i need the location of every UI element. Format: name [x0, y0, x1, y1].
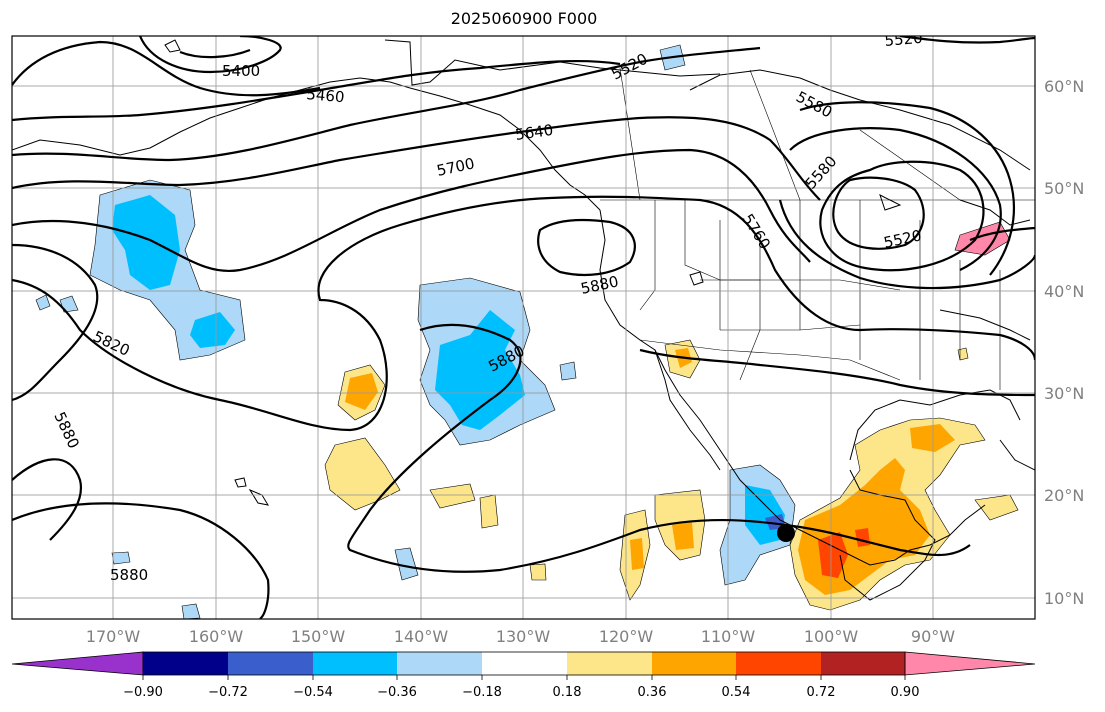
positive-anomaly-region — [529, 563, 547, 581]
colorbar-tick-label: −0.36 — [377, 685, 417, 700]
lon-tick-label: 120°W — [599, 627, 654, 646]
colorbar-ticks — [142, 675, 906, 680]
colorbar-cell — [652, 652, 736, 675]
colorbar-tick-label: −0.72 — [208, 685, 248, 700]
colorbar-cell — [482, 652, 567, 675]
lon-tick-label: 150°W — [291, 627, 346, 646]
graticule — [12, 36, 1035, 619]
contour-label: 5640 — [514, 121, 554, 144]
colorbar-tick-label: −0.54 — [293, 685, 333, 700]
lon-tick-label: 110°W — [701, 627, 756, 646]
colorbar-cell — [313, 652, 397, 675]
lon-tick-label: 160°W — [189, 627, 244, 646]
colorbar-tick-label: 0.54 — [722, 685, 751, 700]
lon-tick-label: 130°W — [496, 627, 551, 646]
contour-label: 5580 — [793, 88, 835, 122]
map-title: 2025060900 F000 — [450, 9, 598, 28]
colorbar-cell — [736, 652, 821, 675]
negative-anomaly-region — [112, 195, 180, 290]
colorbar-cell — [143, 652, 228, 675]
latitude-axis: 60°N 50°N 40°N 30°N 20°N 10°N — [1044, 77, 1084, 608]
contour-label-group: 5400 5460 5520 5580 5640 5700 5760 5820 … — [50, 29, 924, 584]
contour-label: 5520 — [884, 29, 924, 50]
contour-label: 5880 — [579, 272, 620, 298]
negative-anomaly-region — [435, 310, 525, 430]
lon-tick-label: 100°W — [804, 627, 859, 646]
colorbar-tick-label: −0.18 — [462, 685, 502, 700]
positive-anomaly-region — [957, 347, 969, 361]
positive-anomaly-region — [479, 494, 499, 529]
lat-tick-label: 20°N — [1044, 486, 1084, 505]
height-contours — [12, 36, 1035, 619]
negative-anomaly-region — [111, 551, 131, 565]
colorbar-cell — [567, 652, 652, 675]
storm-center-marker — [777, 524, 795, 542]
colorbar-tick-label: 0.90 — [891, 685, 920, 700]
positive-anomaly-region — [345, 373, 378, 410]
contour-label: 5880 — [110, 566, 148, 584]
contour-label: 5760 — [739, 211, 775, 253]
positive-anomaly-region — [672, 522, 694, 550]
colorbar-cell — [228, 652, 313, 675]
colorbar-cell — [397, 652, 482, 675]
lat-tick-label: 40°N — [1044, 282, 1084, 301]
positive-anomaly-region — [324, 437, 401, 511]
lat-tick-label: 10°N — [1044, 589, 1084, 608]
positive-anomaly-region — [818, 532, 848, 578]
contour-label: 5520 — [608, 50, 650, 84]
colorbar-tick-label: −0.90 — [123, 685, 163, 700]
colorbar-tick-label: 0.36 — [638, 685, 667, 700]
negative-anomaly-region — [35, 294, 51, 311]
colorbar-cell — [821, 652, 905, 675]
contour-label: 5580 — [802, 152, 841, 192]
contour-label: 5880 — [50, 409, 82, 451]
lon-tick-label: 90°W — [911, 627, 955, 646]
negative-anomaly-region — [559, 361, 577, 381]
positive-anomaly-region — [630, 538, 644, 570]
colorbar-cell — [11, 651, 144, 676]
map-frame — [11, 35, 1036, 620]
lat-tick-label: 30°N — [1044, 384, 1084, 403]
colorbar-tick-label: 0.72 — [807, 685, 836, 700]
contour-label: 5520 — [882, 226, 923, 252]
contour-label: 5400 — [222, 62, 260, 80]
lon-tick-label: 170°W — [86, 627, 141, 646]
negative-anomaly-region — [394, 547, 419, 581]
negative-anomaly-region — [745, 485, 785, 545]
negative-anomaly-region — [181, 603, 201, 619]
contour-label: 5460 — [306, 85, 346, 106]
coastlines — [12, 39, 1035, 601]
negative-anomaly-region — [59, 295, 79, 313]
colorbar-frame — [142, 651, 906, 676]
lon-tick-label: 140°W — [394, 627, 449, 646]
positive-anomaly-region — [429, 483, 476, 509]
colorbar-tick-label: 0.18 — [553, 685, 582, 700]
longitude-axis: 170°W 160°W 150°W 140°W 130°W 120°W 110°… — [86, 627, 955, 646]
lat-tick-label: 50°N — [1044, 179, 1084, 198]
colorbar: −0.90 −0.72 −0.54 −0.36 −0.18 0.18 0.36 … — [11, 651, 1036, 700]
lat-tick-label: 60°N — [1044, 77, 1084, 96]
contour-label: 5700 — [435, 154, 476, 180]
map-plot-area: 5400 5460 5520 5580 5640 5700 5760 5820 … — [12, 29, 1035, 619]
negative-anomaly-region — [190, 312, 235, 348]
positive-anomaly-region — [974, 494, 1019, 521]
colorbar-cell — [904, 651, 1036, 676]
